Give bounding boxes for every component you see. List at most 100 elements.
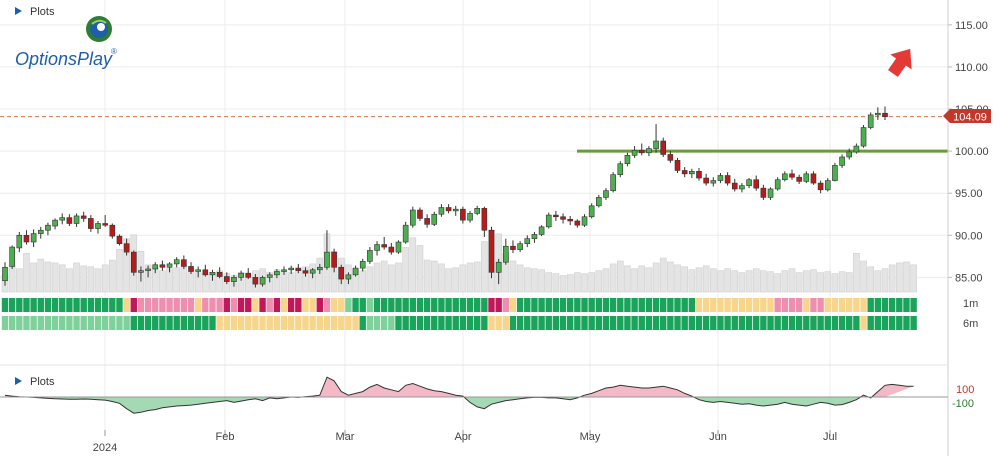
band-cell bbox=[545, 298, 552, 312]
band-cell bbox=[688, 316, 696, 330]
volume-bar bbox=[287, 272, 295, 293]
band-cell bbox=[37, 298, 44, 312]
candle-body bbox=[102, 223, 108, 226]
band-cell bbox=[781, 316, 789, 330]
band-cell bbox=[602, 316, 610, 330]
volume-bar bbox=[738, 272, 746, 293]
candle-body bbox=[95, 223, 101, 229]
volume-bar bbox=[795, 272, 803, 293]
band-cell bbox=[51, 298, 59, 312]
volume-bar bbox=[781, 270, 789, 293]
candle-body bbox=[882, 112, 888, 117]
candle-body bbox=[252, 277, 259, 285]
volume-bar bbox=[409, 237, 417, 293]
band-cell bbox=[123, 316, 130, 330]
band-cell bbox=[531, 298, 538, 312]
candle-body bbox=[295, 267, 302, 271]
volume-bar bbox=[516, 264, 524, 293]
candle-body bbox=[388, 246, 395, 253]
volume-bar bbox=[373, 262, 381, 293]
candle-body bbox=[274, 271, 280, 276]
band-cell bbox=[44, 298, 52, 312]
band-cell bbox=[760, 298, 767, 312]
candle-body bbox=[703, 177, 709, 184]
band-cell bbox=[237, 316, 245, 330]
band-cell bbox=[445, 298, 452, 312]
band-cell bbox=[896, 298, 903, 312]
volume-bar bbox=[430, 260, 438, 293]
volume-bar bbox=[402, 247, 409, 293]
band-cell bbox=[345, 316, 352, 330]
band-cell bbox=[409, 298, 417, 312]
band-cell bbox=[753, 316, 760, 330]
band-cell bbox=[838, 316, 846, 330]
volume-bar bbox=[445, 268, 452, 293]
band-cell bbox=[509, 298, 517, 312]
band-cell bbox=[252, 316, 259, 330]
candle-body bbox=[853, 145, 860, 153]
optionsplay-logo: OptionsPlay ® bbox=[15, 16, 117, 69]
band-label-6m: 6m bbox=[963, 318, 978, 330]
candle-body bbox=[52, 219, 58, 227]
band-cell bbox=[745, 316, 753, 330]
band-cell bbox=[287, 316, 295, 330]
band-cell bbox=[137, 316, 145, 330]
band-cell bbox=[667, 298, 674, 312]
candle-body bbox=[724, 175, 731, 184]
volume-bar bbox=[674, 264, 681, 293]
volume-bar bbox=[459, 264, 467, 293]
band-cell bbox=[1, 298, 9, 312]
band-cell bbox=[116, 298, 123, 312]
candles bbox=[2, 106, 888, 288]
band-cell bbox=[345, 298, 352, 312]
candle-body bbox=[238, 272, 244, 278]
candle-body bbox=[510, 245, 516, 250]
band-cell bbox=[87, 316, 95, 330]
lower-plots-toggle[interactable]: Plots bbox=[15, 376, 55, 388]
x-tick-label: Mar bbox=[336, 431, 355, 443]
candle-body bbox=[653, 140, 659, 149]
volume-bar bbox=[624, 265, 631, 293]
volume-bar bbox=[574, 272, 581, 293]
band-cell bbox=[466, 316, 474, 330]
band-cell bbox=[903, 298, 910, 312]
band-cell bbox=[588, 316, 595, 330]
candle-body bbox=[817, 182, 824, 191]
band-cell bbox=[595, 298, 603, 312]
candle-body bbox=[846, 151, 853, 158]
band-cell bbox=[366, 316, 374, 330]
band-cell bbox=[8, 316, 16, 330]
band-cell bbox=[867, 298, 874, 312]
volume-bar bbox=[538, 269, 545, 293]
band-cell bbox=[438, 316, 445, 330]
volume-bar bbox=[588, 272, 595, 293]
band-cell bbox=[152, 316, 159, 330]
band-cell bbox=[731, 298, 738, 312]
band-cell bbox=[702, 298, 710, 312]
volume-bar bbox=[16, 268, 23, 293]
candle-body bbox=[59, 217, 66, 221]
band-cell bbox=[645, 316, 653, 330]
plots-toggle[interactable]: Plots bbox=[15, 6, 55, 18]
volume-bar bbox=[695, 267, 703, 293]
band-cell bbox=[595, 316, 603, 330]
candle-body bbox=[810, 173, 817, 184]
candle-body bbox=[638, 149, 645, 154]
band-cell bbox=[402, 298, 409, 312]
band-cell bbox=[788, 298, 796, 312]
volume-bar bbox=[609, 263, 617, 293]
band-cell bbox=[459, 298, 467, 312]
band-cell bbox=[23, 298, 30, 312]
band-cell bbox=[359, 298, 366, 312]
volume-bar bbox=[423, 259, 431, 293]
candle-body bbox=[345, 274, 352, 280]
candle-body bbox=[145, 268, 151, 271]
volume-bar bbox=[860, 260, 867, 293]
volume-bar bbox=[523, 267, 531, 293]
band-cell bbox=[423, 316, 431, 330]
candle-body bbox=[288, 267, 294, 271]
expand-triangle-icon bbox=[15, 7, 22, 15]
volume-bar bbox=[838, 271, 846, 293]
candle-body bbox=[202, 269, 209, 276]
band-cell bbox=[681, 298, 688, 312]
